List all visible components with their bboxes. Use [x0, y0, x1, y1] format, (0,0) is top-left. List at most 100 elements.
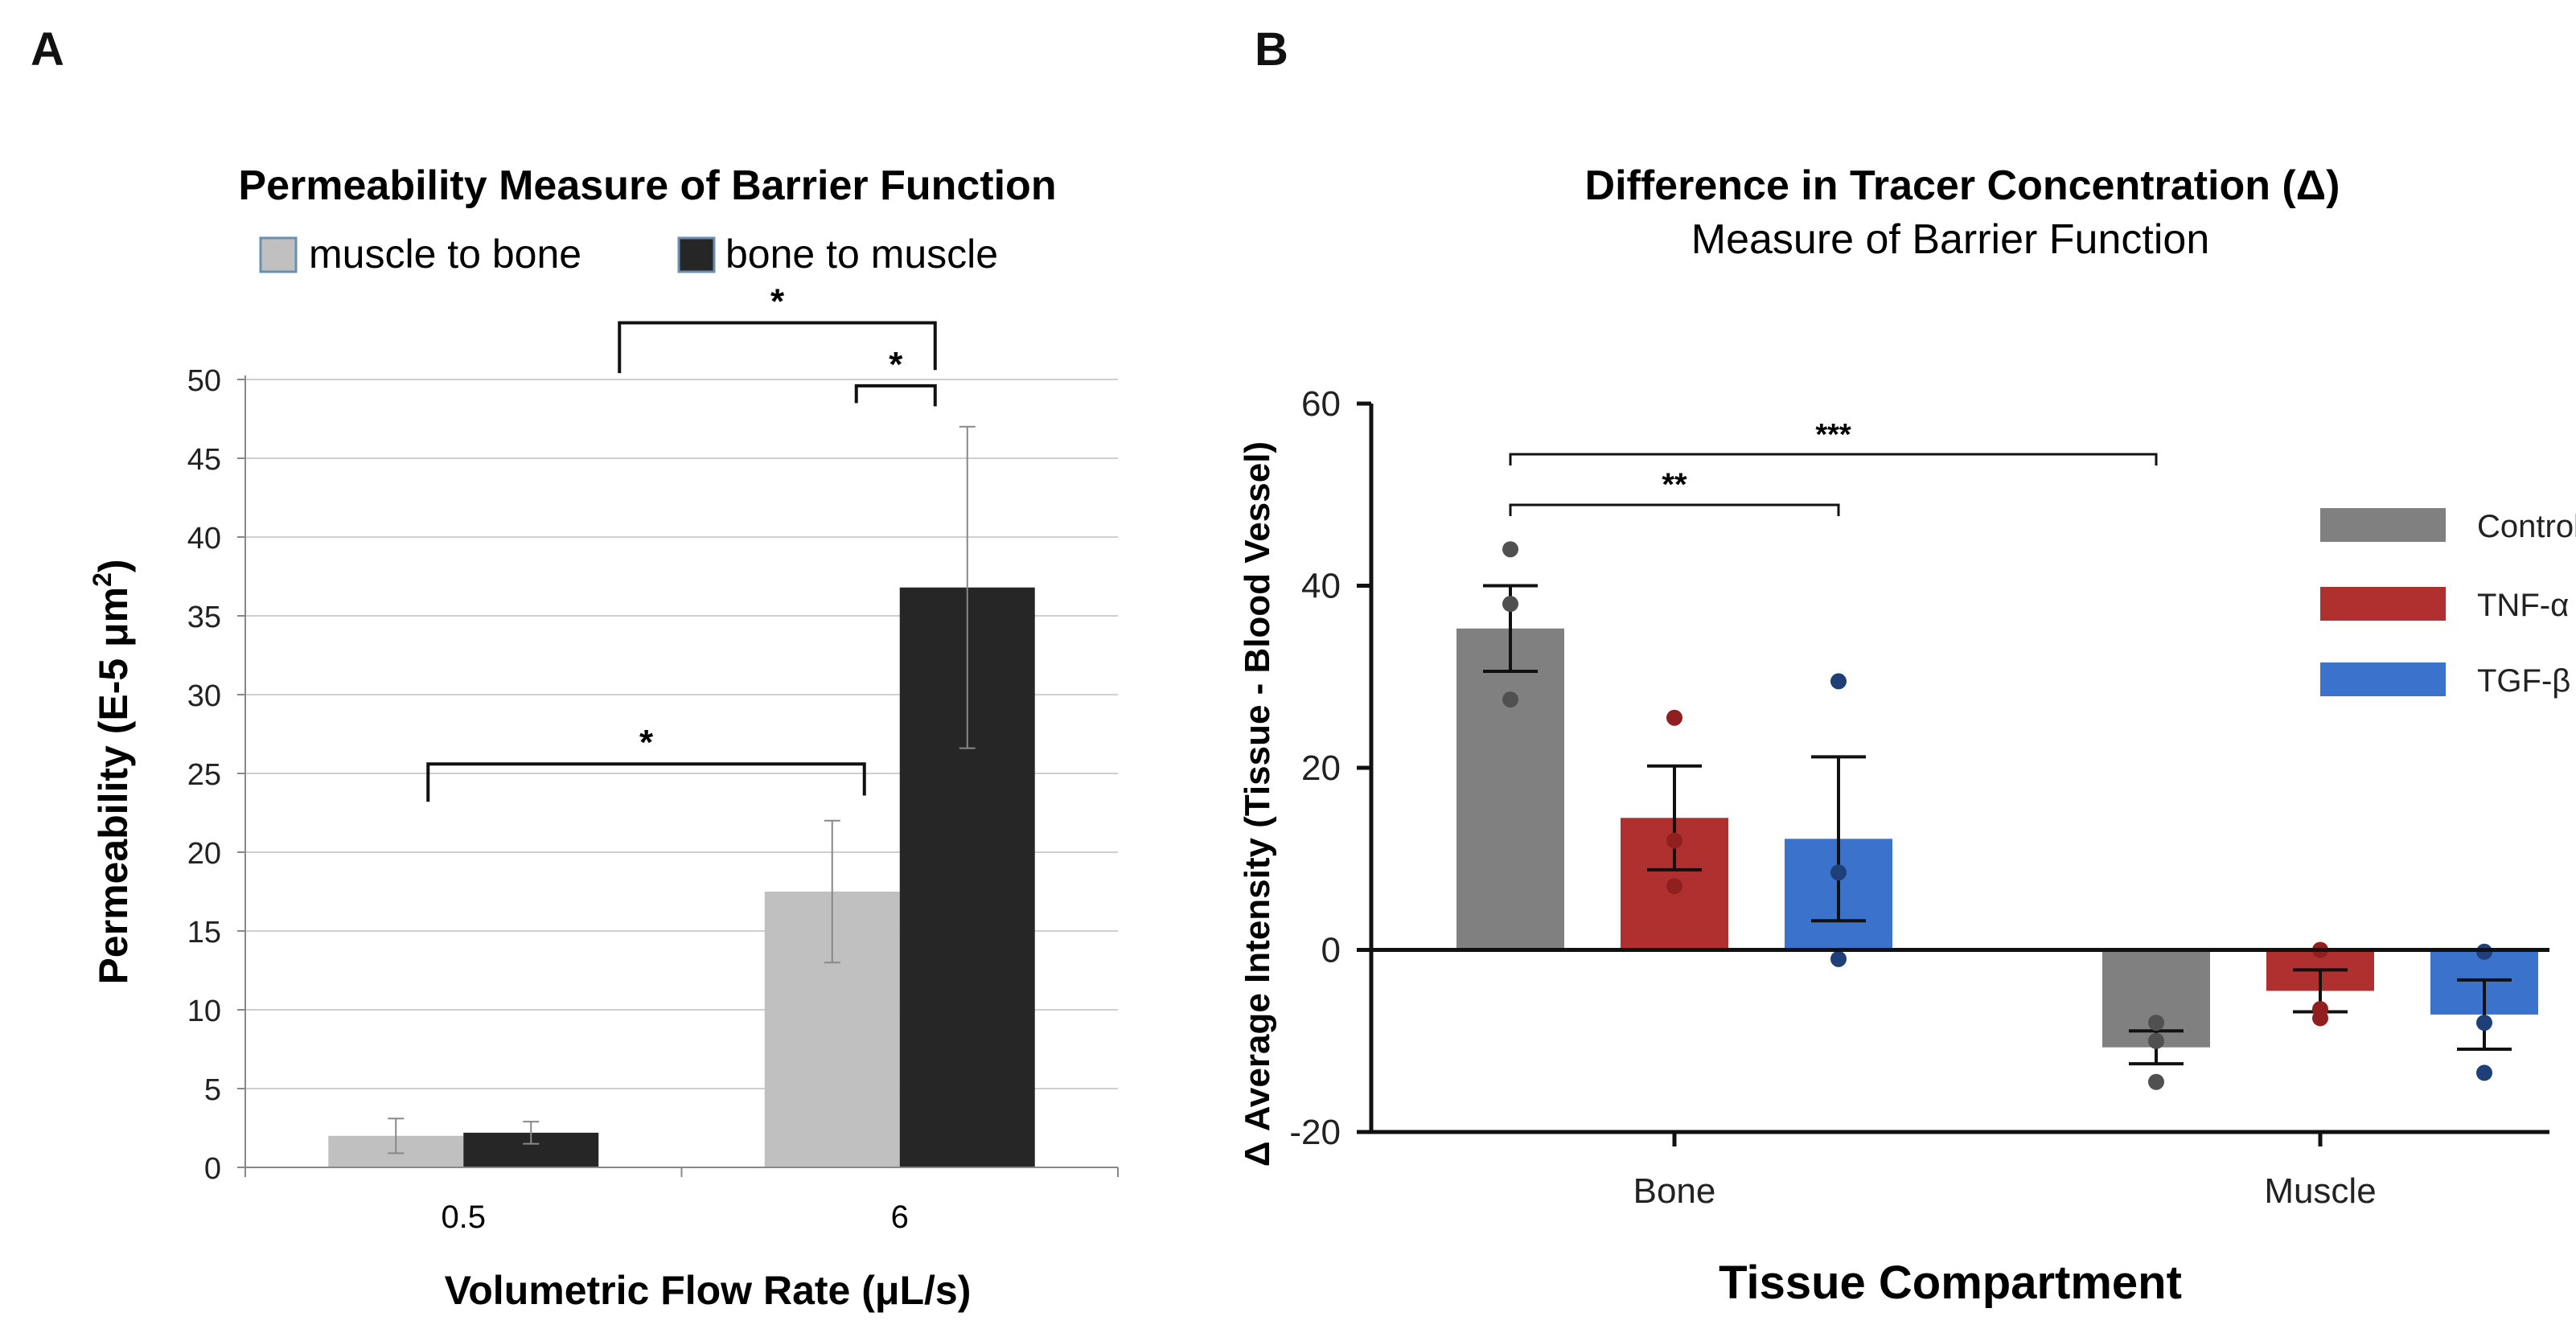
chart-b-y-tick-label: 40 — [1301, 567, 1341, 606]
chart-b-subtitle: Measure of Barrier Function — [1691, 216, 2210, 263]
chart-b-points — [1502, 541, 2492, 1090]
chart-b-bar-TGF-Bone — [1785, 839, 1892, 950]
chart-b-significance-bracket: ** — [1509, 467, 1840, 516]
legend-label-muscle-to-bone: muscle to bone — [309, 232, 581, 277]
legend-swatch-muscle-to-bone — [259, 236, 298, 273]
chart-a-y-tick-label: 50 — [187, 364, 221, 398]
chart-a-error-bar — [959, 425, 976, 749]
chart-a-y-ticks: 0 5 10 15 20 25 30 35 40 45 50 — [187, 364, 245, 1186]
chart-a-y-tick-label: 25 — [187, 758, 221, 792]
chart-b-point — [1666, 709, 1682, 726]
chart-a-bars — [328, 587, 1035, 1167]
chart-b-error-bar — [2129, 1029, 2184, 1066]
chart-b-axes — [1369, 404, 2549, 1134]
chart-b-point — [1666, 878, 1682, 895]
chart-a-x-tick-label: 0.5 — [441, 1200, 486, 1235]
chart-b-legend-swatch-Control — [2320, 508, 2446, 542]
chart-b-y-ticks: -20 0 20 40 60 — [1289, 384, 1371, 1152]
chart-b-ylabel: Δ Average Intensity (Tissue - Blood Vess… — [1238, 441, 1277, 1167]
chart-b-point — [2148, 1032, 2164, 1049]
chart-a-y-tick-label: 0 — [204, 1152, 221, 1186]
chart-b-y-tick-label: 60 — [1301, 384, 1341, 424]
chart-a-title: Permeability Measure of Barrier Function — [238, 162, 1056, 209]
chart-a-ylabel-main: Permeability (E-5 μm — [91, 587, 136, 985]
chart-b-point — [1502, 541, 1518, 558]
chart-b-point — [1666, 832, 1682, 849]
chart-b-point — [2476, 943, 2492, 960]
chart-b-point — [2476, 1064, 2492, 1081]
chart-b-bar-Control-Muscle — [2102, 950, 2210, 1048]
chart-a-xlabel: Volumetric Flow Rate (μL/s) — [445, 1268, 972, 1313]
chart-b-error-bar — [2293, 968, 2348, 1014]
chart-b-point — [2148, 1015, 2164, 1032]
chart-b-bar-Control-Bone — [1456, 628, 1564, 950]
chart-b-bar-TNF-Bone — [1621, 818, 1728, 950]
chart-a-y-tick-label: 40 — [187, 522, 221, 556]
chart-a-error-bar — [824, 819, 840, 964]
chart-a-ylabel-close: ) — [91, 559, 136, 572]
chart-b-legend-swatch-TNF — [2320, 587, 2446, 621]
chart-b-point — [1830, 950, 1847, 967]
chart-b-point — [1830, 673, 1847, 690]
chart-b-legend-label: TNF-α — [2477, 588, 2569, 623]
chart-b-significance-label: *** — [1815, 418, 1851, 452]
chart-b-legend-swatch-TGF — [2320, 662, 2446, 696]
chart-b-error-bar — [1483, 584, 1538, 673]
chart-a-y-tick-label: 5 — [204, 1073, 221, 1107]
chart-a-ylabel: Permeability (E-5 μm2) — [88, 559, 136, 984]
chart-b-significance-label: ** — [1662, 467, 1687, 502]
chart-a-y-tick-label: 45 — [187, 443, 221, 477]
chart-b-error-bar — [1811, 755, 1866, 923]
chart-a-significance-label: * — [639, 723, 654, 762]
chart-b-y-tick-label: 20 — [1301, 749, 1341, 788]
chart-b-point — [1830, 864, 1847, 881]
chart-a-significance-label: * — [889, 345, 903, 384]
chart-a-x-tick-label: 6 — [891, 1200, 909, 1235]
chart-a-error-bar — [523, 1121, 540, 1145]
chart-b-x-tick-label: Bone — [1633, 1171, 1716, 1211]
legend-swatch-bone-to-muscle — [677, 236, 716, 273]
chart-a-significance-label: * — [770, 281, 785, 321]
chart-b-point — [2148, 1073, 2164, 1090]
chart-a-y-tick-label: 15 — [187, 916, 221, 950]
chart-b-legend-label: TGF-β — [2477, 663, 2570, 699]
chart-a: Permeability Measure of Barrier Function… — [88, 162, 1119, 1313]
chart-b-point — [2312, 1001, 2328, 1018]
chart-a-x-ticks: 0.5 6 — [244, 1167, 1119, 1235]
chart-b-legend: Control TNF-α TGF-β — [2320, 508, 2576, 699]
chart-b-point — [2312, 1010, 2328, 1027]
chart-b-bar-TNF-Muscle — [2266, 950, 2374, 991]
chart-b-error-bars — [1483, 584, 2512, 1066]
chart-a-y-tick-label: 30 — [187, 679, 221, 713]
chart-b-y-tick-label: 0 — [1321, 931, 1341, 970]
chart-a-y-tick-label: 10 — [187, 995, 221, 1028]
legend-label-bone-to-muscle: bone to muscle — [725, 232, 998, 277]
chart-b-xlabel: Tissue Compartment — [1719, 1257, 2182, 1309]
chart-b-title: Difference in Tracer Concentration (Δ) — [1585, 162, 2340, 209]
chart-a-y-tick-label: 20 — [187, 837, 221, 871]
chart-a-y-tick-label: 35 — [187, 601, 221, 634]
chart-b-point — [2312, 941, 2328, 958]
chart-b-point — [1502, 691, 1518, 708]
chart-b-significance-bracket: *** — [1509, 418, 2158, 466]
chart-b-x-ticks: Bone Muscle — [1633, 1132, 2377, 1211]
chart-b-point — [1502, 596, 1518, 613]
chart-b-y-tick-label: -20 — [1289, 1113, 1341, 1152]
chart-b-bars — [1456, 628, 2538, 1048]
chart-b-error-bar — [2457, 978, 2512, 1051]
chart-b-x-tick-label: Muscle — [2264, 1171, 2376, 1211]
chart-b-error-bar — [1647, 764, 1702, 872]
chart-a-significance-bracket: * — [426, 723, 866, 802]
chart-b-bar-TGF-Muscle — [2430, 950, 2538, 1015]
chart-b-significance: ***** — [1509, 418, 2158, 516]
panel-a-label: A — [31, 23, 64, 76]
chart-a-error-bars — [388, 425, 976, 1155]
chart-a-significance: * * * — [426, 281, 937, 802]
panel-b-label: B — [1255, 23, 1288, 76]
chart-b-legend-label: Control — [2477, 509, 2576, 544]
chart-a-significance-bracket: * — [854, 345, 937, 407]
chart-a-ylabel-sup: 2 — [88, 572, 117, 587]
chart-a-significance-bracket: * — [618, 281, 937, 374]
chart-a-error-bar — [388, 1118, 405, 1155]
chart-a-legend: muscle to bone bone to muscle — [259, 232, 998, 277]
